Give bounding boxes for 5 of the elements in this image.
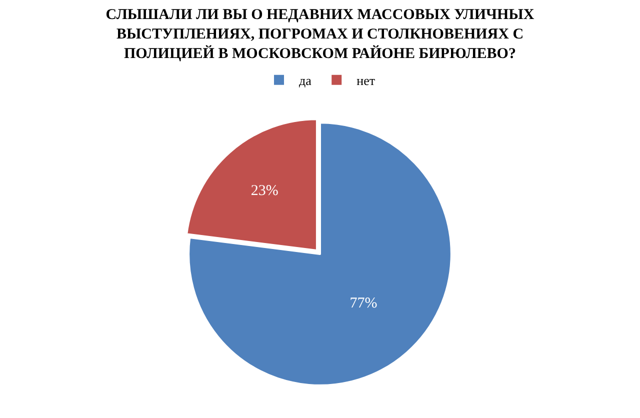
legend-label: нет	[356, 72, 376, 88]
legend-label: да	[299, 72, 312, 88]
chart-title: СЛЫШАЛИ ЛИ ВЫ О НЕДАВНИХ МАССОВЫХ УЛИЧНЫХ ВЫСТУПЛЕНИЯХ, ПОГРОМАХ И СТОЛКНОВЕНИЯХ С ПОЛИЦИЕЙ В МОСКОВСКОМ РАЙОНЕ БИРЮЛЕВО?	[106, 6, 534, 62]
data-label: 77%	[350, 295, 378, 312]
data-label: 23%	[250, 183, 278, 200]
